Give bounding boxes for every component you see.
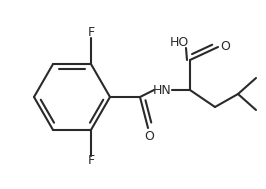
Text: O: O <box>144 129 154 143</box>
Text: HN: HN <box>153 84 171 97</box>
Text: F: F <box>88 154 94 167</box>
Text: F: F <box>88 26 94 40</box>
Text: HO: HO <box>169 36 189 49</box>
Text: O: O <box>220 40 230 53</box>
